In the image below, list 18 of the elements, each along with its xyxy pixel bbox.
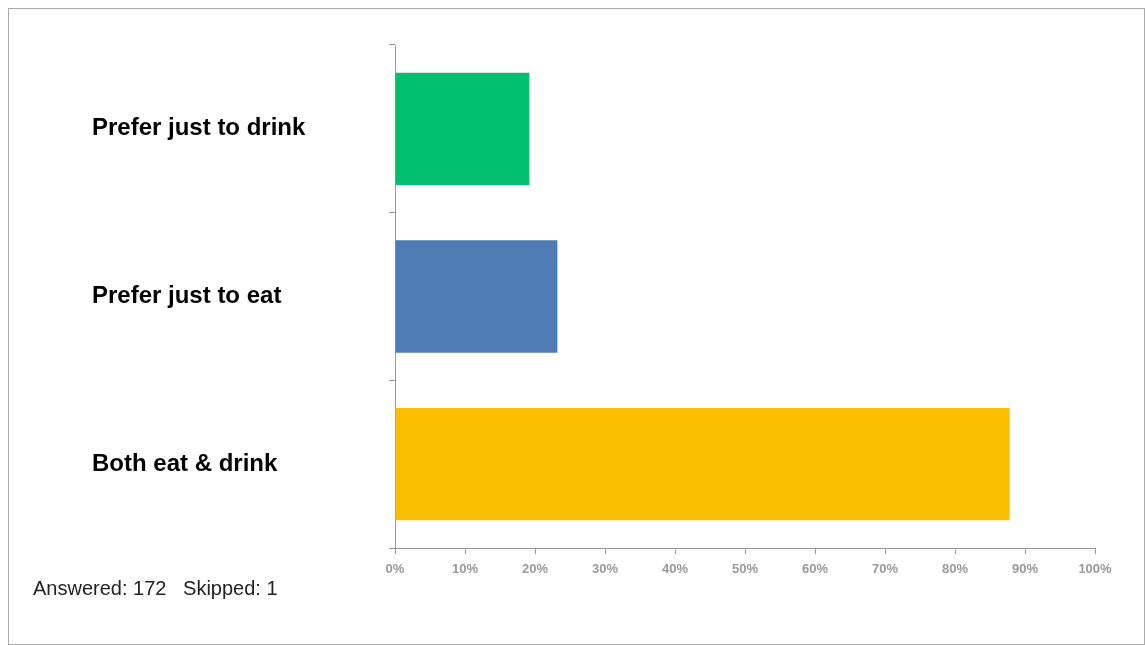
bar [395, 240, 558, 353]
x-tick-label: 20% [521, 561, 549, 577]
text: Answered: 172 Skipped: 1 [33, 577, 278, 600]
x-tick-label: 80% [941, 561, 969, 577]
x-tick-label: 60% [801, 561, 829, 577]
x-tick-label: 40% [661, 561, 689, 577]
x-tick-label: 90% [1011, 561, 1039, 577]
x-tick-label: 30% [591, 561, 619, 577]
x-tick-label: 100% [1078, 561, 1113, 577]
x-tick-label: 10% [451, 561, 479, 577]
bar [395, 408, 1010, 521]
x-tick-label: 0% [385, 561, 405, 577]
y-tick-label: Both eat & drink [92, 448, 278, 476]
y-tick-label: Prefer just to drink [92, 113, 307, 141]
x-tick-label: 70% [871, 561, 899, 577]
bar [395, 72, 530, 185]
y-tick-label: Prefer just to eat [92, 281, 282, 309]
x-tick-label: 50% [731, 561, 759, 577]
